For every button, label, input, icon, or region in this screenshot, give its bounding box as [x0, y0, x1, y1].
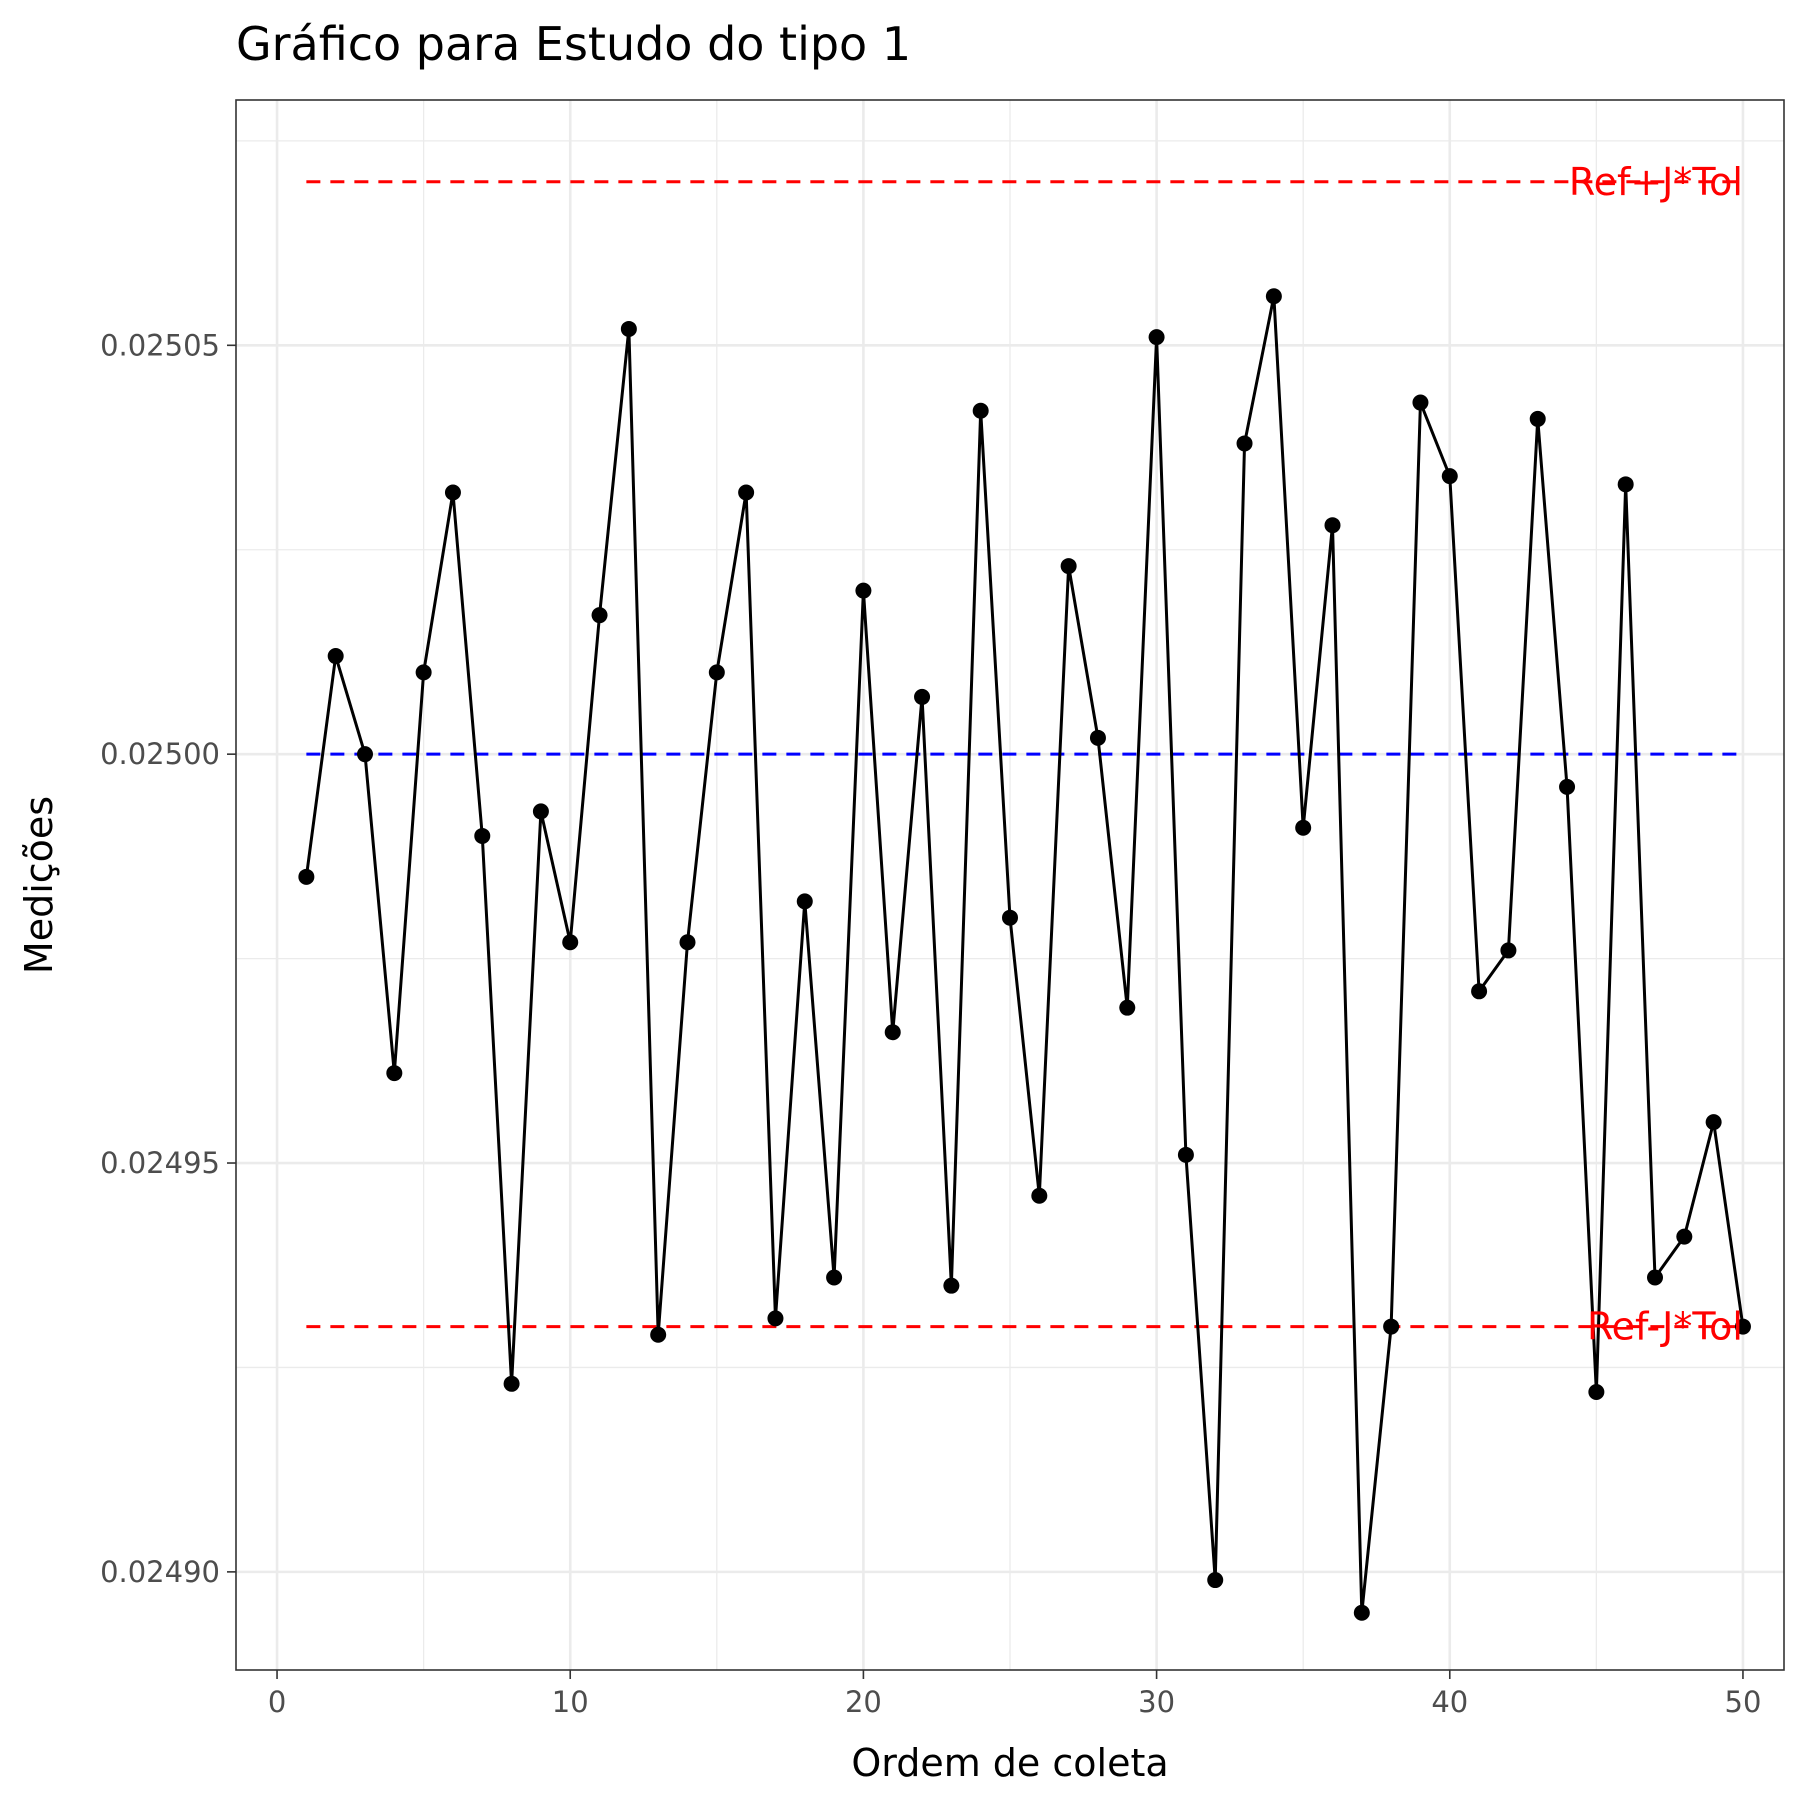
x-tick-label: 10 — [552, 1685, 589, 1719]
data-point — [738, 484, 755, 501]
y-tick-label: 0.02505 — [100, 328, 220, 362]
data-point — [1705, 1114, 1722, 1131]
data-point — [679, 934, 696, 951]
data-point — [826, 1269, 843, 1286]
data-point — [796, 893, 813, 910]
data-point — [474, 827, 491, 844]
data-point — [1002, 909, 1018, 926]
data-point — [1647, 1269, 1663, 1286]
reference-labels: Ref+J*Tol Ref-J*Tol — [1569, 160, 1743, 1349]
plot-panel-border — [235, 99, 1785, 1671]
data-point — [855, 582, 872, 599]
data-point — [1236, 435, 1253, 452]
x-tick-label: 20 — [845, 1685, 882, 1719]
data-point — [357, 746, 373, 763]
data-point — [884, 1024, 901, 1041]
data-point — [415, 664, 432, 681]
y-tick-label: 0.02500 — [100, 737, 220, 771]
data-point — [914, 688, 931, 705]
data-point — [1734, 1318, 1751, 1335]
data-point — [327, 648, 344, 665]
data-point — [1177, 1146, 1194, 1163]
x-tick-label: 30 — [1138, 1685, 1175, 1719]
data-point — [1089, 729, 1106, 746]
y-axis-title: Medições — [17, 796, 61, 974]
chart-title: Gráfico para Estudo do tipo 1 — [236, 17, 911, 71]
x-tick-label: 40 — [1431, 1685, 1468, 1719]
data-point — [708, 664, 725, 681]
data-point — [943, 1277, 960, 1294]
data-point — [620, 320, 637, 337]
data-point — [1412, 394, 1429, 411]
data-point — [1324, 517, 1341, 534]
y-axis-ticks: 0.02490 0.02495 0.02500 0.02505 — [100, 328, 236, 1589]
reference-line-label: Ref+J*Tol — [1569, 160, 1743, 204]
series-line — [304, 294, 1745, 1615]
data-point — [1676, 1228, 1693, 1245]
data-point — [1500, 942, 1517, 959]
data-point — [1207, 1572, 1224, 1589]
reference-line-label: Ref-J*Tol — [1587, 1305, 1743, 1349]
data-point — [1529, 410, 1546, 427]
data-point — [650, 1326, 667, 1343]
data-point — [1265, 288, 1282, 305]
data-point — [1295, 819, 1312, 836]
data-point — [1383, 1318, 1400, 1335]
data-point — [532, 803, 549, 820]
data-point — [1353, 1604, 1370, 1621]
x-tick-label: 50 — [1725, 1685, 1762, 1719]
data-point — [298, 868, 315, 885]
data-point — [503, 1375, 520, 1392]
grid-minor — [236, 100, 1784, 1670]
y-tick-label: 0.02490 — [100, 1555, 220, 1589]
x-tick-label: 0 — [268, 1685, 286, 1719]
data-point — [386, 1065, 403, 1082]
x-axis-title: Ordem de coleta — [851, 1741, 1168, 1785]
data-point — [1588, 1383, 1605, 1400]
data-point — [1559, 778, 1576, 795]
data-series — [298, 288, 1751, 1621]
data-point — [591, 607, 608, 624]
data-point — [562, 934, 579, 951]
data-point — [972, 402, 989, 419]
data-point — [444, 484, 461, 501]
data-point — [1119, 999, 1136, 1016]
data-point — [1060, 558, 1077, 575]
y-tick-label: 0.02495 — [100, 1146, 220, 1180]
data-point — [1471, 983, 1488, 1000]
data-point — [1148, 329, 1165, 346]
data-point — [1617, 476, 1634, 493]
data-point — [1441, 468, 1458, 485]
data-point — [767, 1310, 784, 1327]
x-axis-ticks: 0 10 20 30 40 50 — [268, 1670, 1762, 1719]
data-point — [1031, 1187, 1048, 1204]
